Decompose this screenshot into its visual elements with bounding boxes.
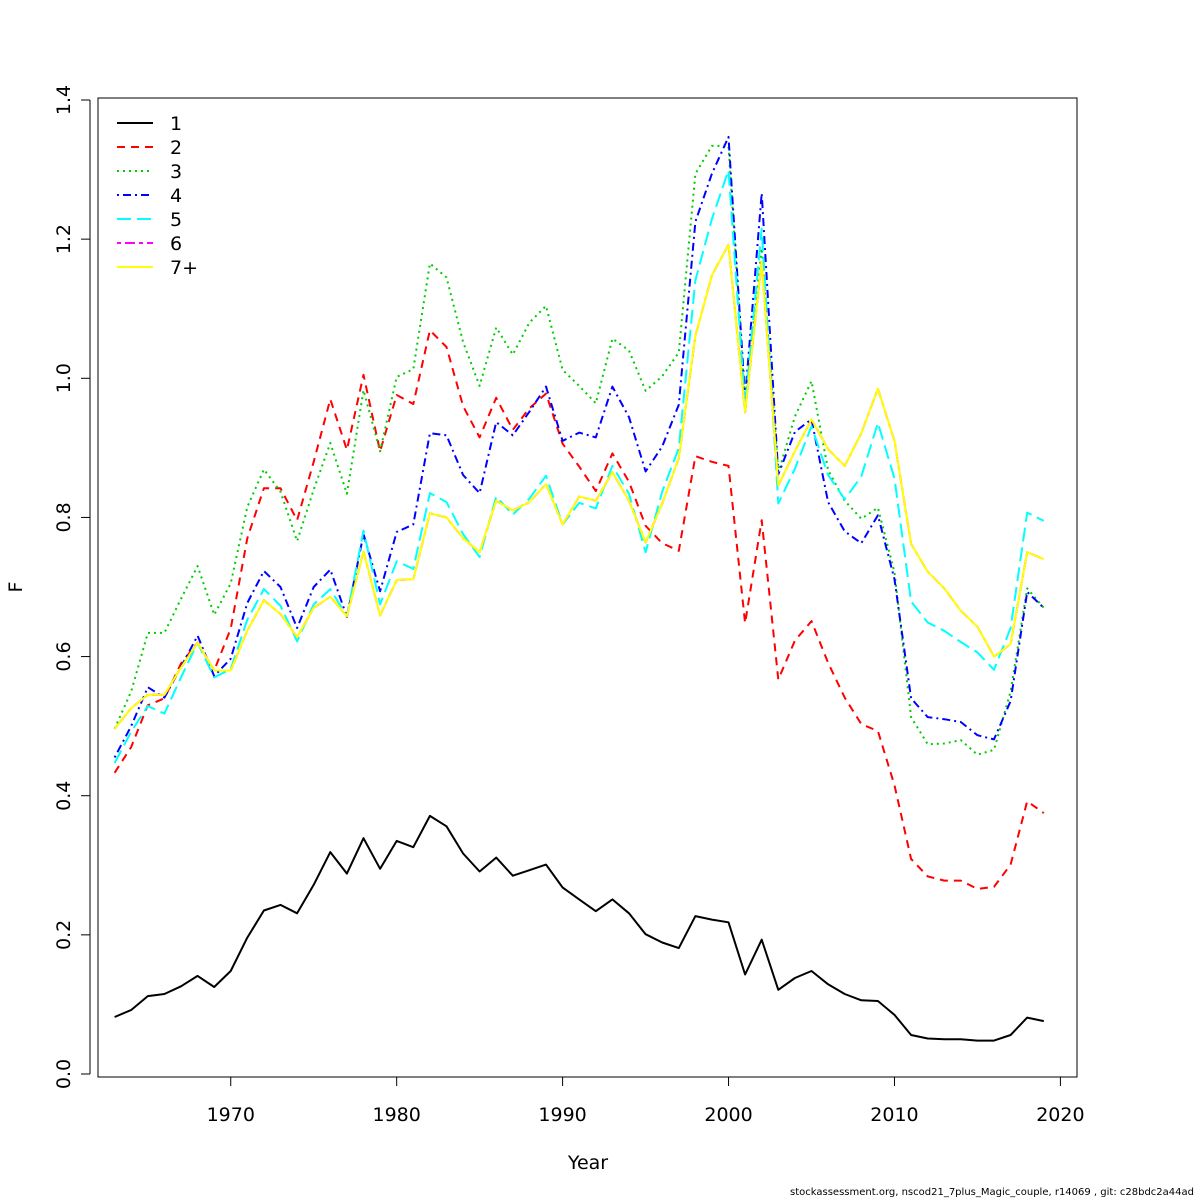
y-tick-label: 0.8 [53, 502, 75, 532]
legend-label-7plus: 7+ [170, 257, 198, 279]
y-tick-label: 1.2 [53, 224, 75, 254]
legend-label-4: 4 [170, 185, 182, 207]
y-tick-label: 1.0 [53, 363, 75, 393]
y-tick-label: 0.6 [53, 641, 75, 671]
plot-box [97, 97, 1078, 1078]
x-axis-title: Year [567, 1152, 608, 1174]
x-tick-label: 2010 [870, 1104, 918, 1126]
x-tick-label: 1970 [207, 1104, 255, 1126]
y-axis-title: F [5, 582, 27, 593]
legend-label-3: 3 [170, 161, 182, 183]
series-layer [113, 135, 1045, 1042]
legend-label-2: 2 [170, 137, 182, 159]
series-line-4 [113, 135, 1045, 758]
y-tick-label: 1.4 [53, 85, 75, 115]
series-line-5 [113, 169, 1045, 764]
legend-label-5: 5 [170, 209, 182, 231]
y-tick-label: 0.2 [53, 920, 75, 950]
x-tick-label: 2020 [1036, 1104, 1084, 1126]
x-tick-label: 1990 [538, 1104, 586, 1126]
series-line-3 [113, 144, 1045, 756]
x-tick-label: 1980 [372, 1104, 420, 1126]
legend-label-1: 1 [170, 113, 182, 135]
plot-frame [97, 97, 1078, 1078]
x-axis: 1970 1980 1990 2000 2010 2020 [207, 1076, 1085, 1126]
series-line-1 [114, 814, 1045, 1042]
series-line-2 [113, 329, 1045, 890]
series-line-7plus [113, 243, 1045, 730]
y-tick-label: 0.0 [53, 1059, 75, 1089]
y-axis: 0.0 0.2 0.4 0.6 0.8 1.0 1.2 1.4 [53, 85, 91, 1089]
footer-credit: stockassessment.org, nscod21_7plus_Magic… [790, 1187, 1194, 1198]
legend-label-6: 6 [170, 233, 182, 255]
y-tick-label: 0.4 [53, 781, 75, 811]
x-tick-label: 2000 [704, 1104, 752, 1126]
